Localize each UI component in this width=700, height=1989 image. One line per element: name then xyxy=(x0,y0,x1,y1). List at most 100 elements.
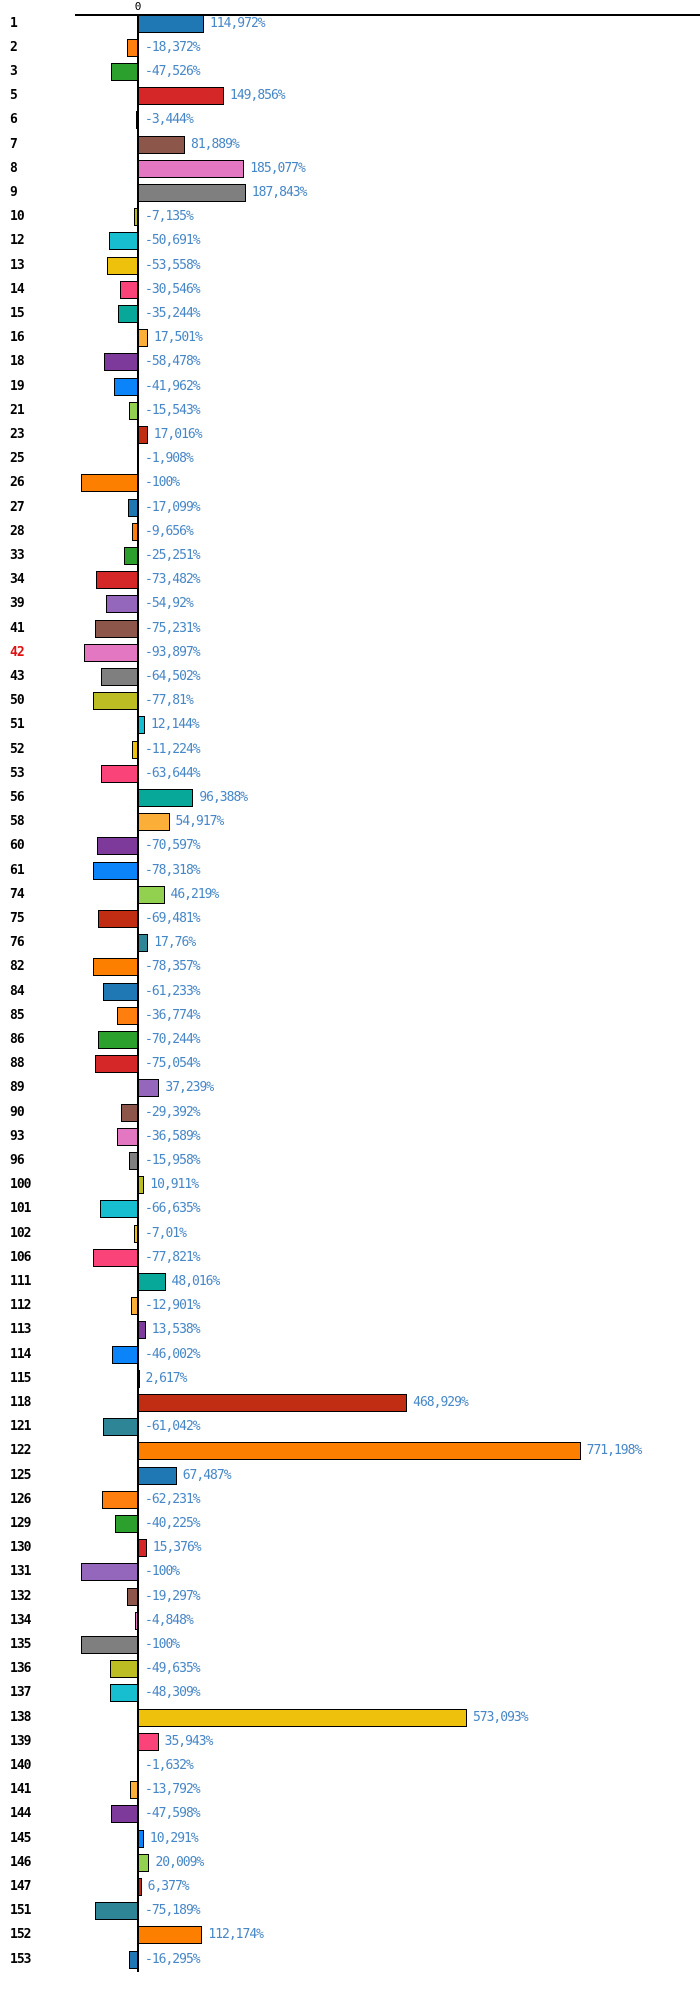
row-label-136: 136 xyxy=(10,1661,31,1677)
bar-6 xyxy=(136,111,139,130)
value-label-43: -64,502% xyxy=(145,668,201,684)
bar-51 xyxy=(138,716,145,735)
row-label-7: 7 xyxy=(10,136,18,152)
value-label-132: -19,297% xyxy=(145,1588,201,1604)
row-label-90: 90 xyxy=(10,1104,25,1120)
row-label-106: 106 xyxy=(10,1249,31,1265)
bar-10 xyxy=(133,208,138,227)
bar-13 xyxy=(107,256,138,275)
value-label-56: 96,388% xyxy=(199,789,248,805)
bar-34 xyxy=(95,571,138,590)
row-label-58: 58 xyxy=(10,814,25,830)
value-label-118: 468,929% xyxy=(413,1394,469,1410)
row-label-10: 10 xyxy=(10,209,25,225)
row-label-25: 25 xyxy=(10,451,25,467)
bar-76 xyxy=(138,934,149,953)
row-label-26: 26 xyxy=(10,475,25,491)
bar-139 xyxy=(138,1732,159,1751)
row-label-74: 74 xyxy=(10,886,25,902)
row-label-151: 151 xyxy=(10,1903,31,1919)
row-label-115: 115 xyxy=(10,1370,31,1386)
value-label-129: -40,225% xyxy=(145,1515,201,1531)
row-label-89: 89 xyxy=(10,1080,25,1096)
value-label-153: -16,295% xyxy=(145,1951,201,1967)
row-label-84: 84 xyxy=(10,983,25,999)
value-label-74: 46,219% xyxy=(170,886,220,902)
value-label-122: 771,198% xyxy=(586,1443,643,1459)
bar-85 xyxy=(116,1006,138,1025)
row-label-137: 137 xyxy=(10,1685,31,1701)
value-label-131: -100% xyxy=(145,1564,180,1580)
bar-111 xyxy=(138,1272,166,1291)
row-label-144: 144 xyxy=(10,1806,31,1822)
value-label-144: -47,598% xyxy=(145,1806,201,1822)
value-label-82: -78,357% xyxy=(145,959,201,975)
value-label-42: -93,897% xyxy=(145,644,201,660)
value-label-75: -69,481% xyxy=(145,910,201,926)
row-label-85: 85 xyxy=(10,1007,25,1023)
row-label-147: 147 xyxy=(10,1878,31,1894)
bar-21 xyxy=(129,401,138,420)
row-label-2: 2 xyxy=(10,39,18,55)
row-label-51: 51 xyxy=(10,717,25,733)
row-label-61: 61 xyxy=(10,862,25,878)
value-label-3: -47,526% xyxy=(145,63,201,79)
row-label-126: 126 xyxy=(10,1491,31,1507)
bar-33 xyxy=(123,546,138,565)
bar-42 xyxy=(84,643,138,662)
bar-89 xyxy=(138,1079,160,1098)
row-label-129: 129 xyxy=(10,1515,31,1531)
value-label-125: 67,487% xyxy=(182,1467,232,1483)
value-label-76: 17,76% xyxy=(154,935,196,951)
value-label-25: -1,908% xyxy=(145,451,194,467)
bar-2 xyxy=(127,38,138,57)
bar-129 xyxy=(114,1514,138,1533)
bar-14 xyxy=(120,280,138,299)
axis-zero-tick-label: 0 xyxy=(134,0,142,13)
row-label-43: 43 xyxy=(10,668,25,684)
row-label-93: 93 xyxy=(10,1128,25,1144)
bar-151 xyxy=(94,1902,138,1921)
row-label-27: 27 xyxy=(10,499,25,515)
bar-131 xyxy=(80,1563,138,1582)
value-label-113: 13,538% xyxy=(151,1322,201,1338)
bar-56 xyxy=(138,788,194,807)
value-label-58: 54,917% xyxy=(175,814,225,830)
value-label-102: -7,01% xyxy=(145,1225,187,1241)
value-label-60: -70,597% xyxy=(145,838,201,854)
bar-8 xyxy=(138,159,245,178)
row-label-50: 50 xyxy=(10,693,25,709)
row-label-42: 42 xyxy=(10,644,25,660)
value-label-111: 48,016% xyxy=(171,1273,221,1289)
value-label-51: 12,144% xyxy=(150,717,200,733)
bar-88 xyxy=(94,1055,138,1074)
bar-74 xyxy=(138,885,165,904)
row-label-153: 153 xyxy=(10,1951,31,1967)
value-label-28: -9,656% xyxy=(145,523,194,539)
axis-top-spine xyxy=(75,14,700,16)
value-label-134: -4,848% xyxy=(145,1612,194,1628)
value-label-100: 10,911% xyxy=(150,1177,199,1193)
row-label-86: 86 xyxy=(10,1031,25,1047)
bar-93 xyxy=(116,1127,138,1146)
row-label-113: 113 xyxy=(10,1322,31,1338)
value-label-21: -15,543% xyxy=(145,402,201,418)
bar-126 xyxy=(102,1490,138,1509)
row-label-96: 96 xyxy=(10,1152,25,1168)
bar-102 xyxy=(133,1224,138,1243)
bar-39 xyxy=(106,595,138,614)
bar-58 xyxy=(138,813,170,832)
row-label-23: 23 xyxy=(10,426,25,442)
value-label-50: -77,81% xyxy=(145,693,194,709)
row-label-34: 34 xyxy=(10,572,25,588)
value-label-151: -75,189% xyxy=(145,1903,201,1919)
value-label-5: 149,856% xyxy=(230,88,286,104)
value-label-9: 187,843% xyxy=(251,184,308,200)
value-label-85: -36,774% xyxy=(145,1007,201,1023)
value-label-61: -78,318% xyxy=(145,862,201,878)
bar-115 xyxy=(138,1369,140,1388)
value-label-13: -53,558% xyxy=(145,257,201,273)
value-label-1: 114,972% xyxy=(209,15,266,31)
bar-106 xyxy=(93,1248,138,1267)
